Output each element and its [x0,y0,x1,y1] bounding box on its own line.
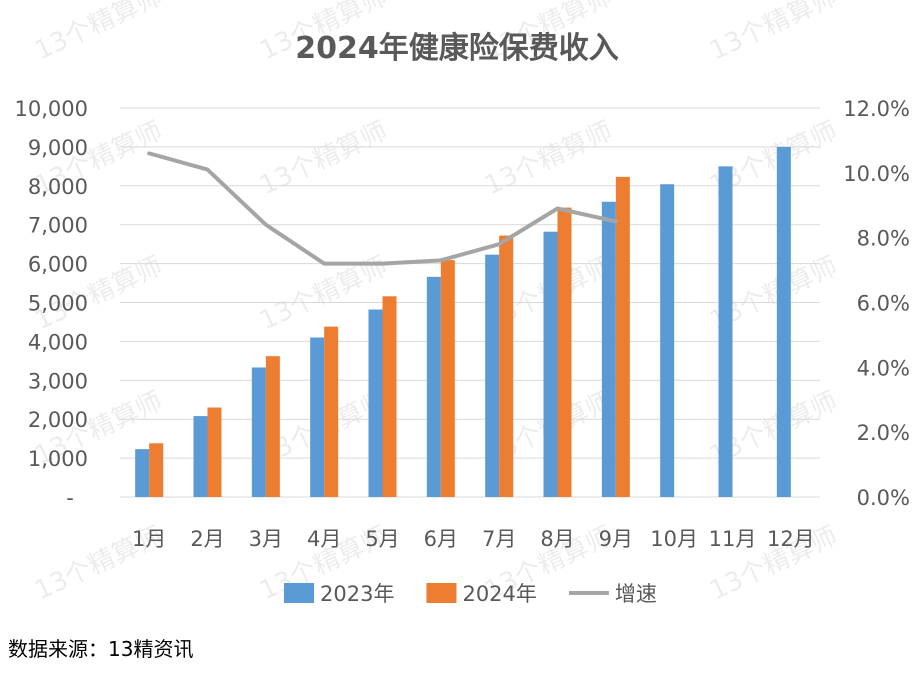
bar-2023 [193,416,208,497]
left-tick-label: 2,000 [28,408,88,432]
bar-2023 [310,337,325,497]
chart-title: 2024年健康险保费收入 [295,31,619,66]
left-tick-label: 7,000 [28,214,88,238]
right-tick-label: 6.0% [857,292,910,316]
bar-2024 [324,326,339,497]
x-tick-label: 2月 [190,527,224,551]
left-axis-ticks: - 1,000 2,000 3,000 4,000 5,000 6,000 7,000 8,00… [15,97,88,510]
bar-2023 [135,449,150,497]
legend-label: 2023年 [320,582,394,606]
x-tick-label: 8月 [540,527,574,551]
right-tick-label: 0.0% [857,486,910,510]
right-tick-label: 2.0% [857,421,910,445]
bar-2023 [776,146,791,497]
left-tick-label: 10,000 [15,97,88,121]
legend-swatch [426,583,457,603]
x-tick-label: 11月 [709,527,757,551]
x-tick-label: 10月 [650,527,698,551]
watermark-text: 13个精算师 [705,0,842,66]
x-tick-label: 3月 [249,527,283,551]
watermark-text: 13个精算师 [480,116,617,201]
bar-2023 [660,184,675,497]
left-tick-label: 4,000 [28,330,88,354]
watermark-text: 13个精算师 [30,0,167,66]
right-tick-label: 8.0% [857,227,910,251]
bar-2024 [440,260,455,497]
watermark-text: 13个精算师 [255,116,392,201]
right-tick-label: 4.0% [857,356,910,380]
bar-2023 [368,309,383,497]
left-tick-label: 6,000 [28,253,88,277]
bar-2023 [718,166,733,497]
bar-2024 [615,176,630,497]
growth-line-series [147,151,618,266]
bar-2024 [382,296,397,497]
bar-2024 [149,443,164,497]
x-tick-label: 1月 [132,527,166,551]
bar-2023 [426,276,441,497]
gridlines [120,107,820,498]
x-tick-label: 9月 [599,527,633,551]
left-tick-label: 9,000 [28,136,88,160]
bar-2023 [251,367,266,497]
bar-2024 [557,207,572,498]
legend-label: 增速 [615,582,657,606]
bar-2024 [265,356,280,497]
x-tick-label: 6月 [424,527,458,551]
left-tick-label: - [66,486,74,510]
x-tick-label: 4月 [307,527,341,551]
bar-2024 [499,235,514,498]
bar-2023 [601,201,616,497]
x-tick-label: 5月 [365,527,399,551]
right-tick-label: 10.0% [843,162,910,186]
x-tick-label: 12月 [767,527,815,551]
bar-2023 [543,231,558,497]
legend: 2023年 2024年 增速 [284,582,657,606]
x-tick-label: 7月 [482,527,516,551]
legend-label: 2024年 [462,582,536,606]
bar-2024 [207,407,222,497]
left-tick-label: 1,000 [28,447,88,471]
x-axis-ticks: 1月 2月 3月 4月 5月 6月 7月 8月 9月 10月 11月 12月 [132,527,815,551]
bar-series [135,146,791,498]
bar-2023 [485,254,500,497]
source-note: 数据来源：13精资讯 [8,637,194,661]
right-tick-label: 12.0% [843,97,910,121]
left-tick-label: 5,000 [28,292,88,316]
left-tick-label: 8,000 [28,175,88,199]
legend-swatch [284,583,314,603]
left-tick-label: 3,000 [28,369,88,393]
right-axis-ticks: 0.0% 2.0% 4.0% 6.0% 8.0% 10.0% 12.0% [843,97,910,510]
